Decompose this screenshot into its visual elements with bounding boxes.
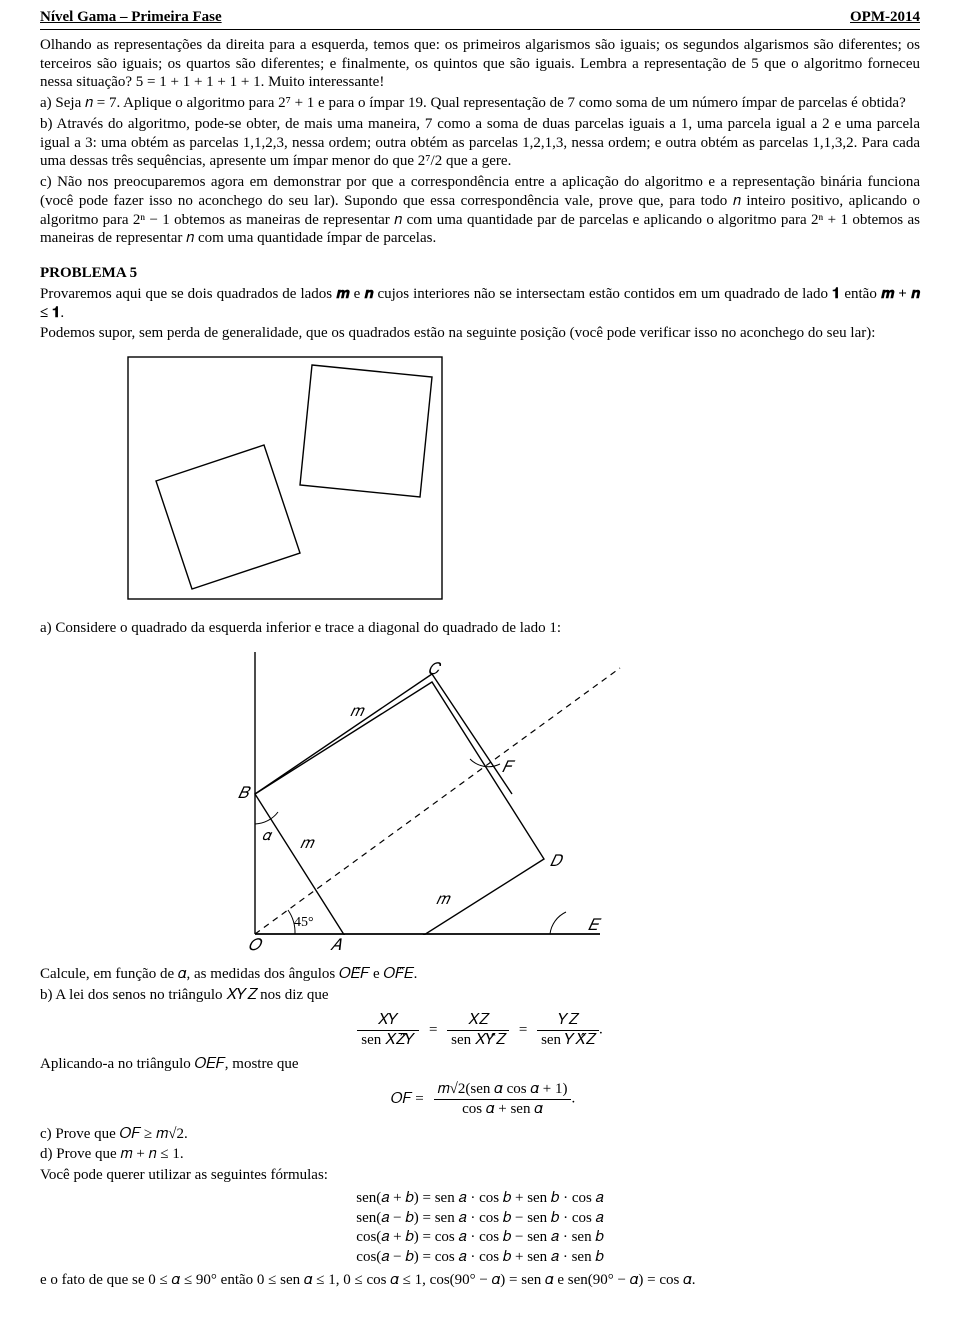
of-frac: 𝑚√2(sen 𝛼 cos 𝛼 + 1) cos 𝛼 + sen 𝛼	[434, 1080, 572, 1119]
of-dot: .	[571, 1091, 575, 1107]
los-n2: 𝑋𝑍	[447, 1011, 509, 1031]
intro-c: c) Não nos preocuparemos agora em demons…	[40, 173, 920, 248]
p5-intro1a: Provaremos aqui que se dois quadrados de…	[40, 286, 336, 302]
los-n3: 𝑌𝑍	[537, 1011, 599, 1031]
page-header: Nível Gama – Primeira Fase OPM-2014	[40, 8, 920, 30]
los-frac2: 𝑋𝑍 sen 𝑋𝑌̂𝑍	[447, 1011, 509, 1050]
los-frac3: 𝑌𝑍 sen 𝑌𝑋̂𝑍	[537, 1011, 599, 1050]
los-dot: .	[599, 1021, 603, 1037]
clip-mask	[200, 935, 630, 954]
label-B: 𝐵	[238, 785, 251, 802]
figure-2: 𝑂 𝐴 𝐵 𝐶 𝐷 𝐸 𝐹 𝑚 𝑚 𝑚 𝛼 45°	[200, 644, 920, 960]
inner-square-right	[300, 365, 432, 497]
prob5-hint: Você pode querer utilizar as seguintes f…	[40, 1166, 920, 1185]
prob5-apply: Aplicando-a no triângulo 𝑂𝐸𝐹, mostre que	[40, 1055, 920, 1074]
prob5-b: b) A lei dos senos no triângulo 𝑋𝑌𝑍 nos …	[40, 986, 920, 1005]
law-of-sines: 𝑋𝑌 sen 𝑋𝑍̂𝑌 = 𝑋𝑍 sen 𝑋𝑌̂𝑍 = 𝑌𝑍 sen 𝑌𝑋̂𝑍 …	[40, 1011, 920, 1050]
problem5-title: PROBLEMA 5	[40, 264, 920, 283]
los-eq2: =	[513, 1021, 533, 1040]
p5-m: 𝒎	[336, 286, 349, 302]
p5-intro1d: então	[840, 286, 881, 302]
side-BC	[255, 674, 432, 794]
los-d2: sen 𝑋𝑌̂𝑍	[447, 1031, 509, 1050]
header-left: Nível Gama – Primeira Fase	[40, 8, 222, 27]
label-45: 45°	[294, 915, 314, 930]
prob5-intro2: Podemos supor, sem perda de generalidade…	[40, 324, 920, 343]
los-n1: 𝑋𝑌	[357, 1011, 419, 1031]
page: Nível Gama – Primeira Fase OPM-2014 Olha…	[20, 0, 940, 1322]
los-frac1: 𝑋𝑌 sen 𝑋𝑍̂𝑌	[357, 1011, 419, 1050]
formula-2: sen(𝑎 − 𝑏) = sen 𝑎 · cos 𝑏 − sen 𝑏 · cos…	[40, 1209, 920, 1228]
of-den: cos 𝛼 + sen 𝛼	[434, 1100, 572, 1119]
label-m2: 𝑚	[300, 835, 315, 852]
prob5-d: d) Prove que 𝑚 + 𝑛 ≤ 1.	[40, 1145, 920, 1164]
square-m	[255, 682, 544, 954]
of-lhs: 𝑂𝐹 =	[385, 1090, 430, 1109]
prob5-c: c) Prove que 𝑂𝐹 ≥ 𝑚√2.	[40, 1125, 920, 1144]
label-A: 𝐴	[330, 937, 342, 954]
formula-1: sen(𝑎 + 𝑏) = sen 𝑎 · cos 𝑏 + sen 𝑏 · cos…	[40, 1189, 920, 1208]
label-F: 𝐹	[502, 759, 516, 776]
figure-2-svg: 𝑂 𝐴 𝐵 𝐶 𝐷 𝐸 𝐹 𝑚 𝑚 𝑚 𝛼 45°	[200, 644, 630, 954]
header-right: OPM-2014	[850, 8, 920, 27]
los-d3: sen 𝑌𝑋̂𝑍	[537, 1031, 599, 1050]
figure-1-svg	[120, 349, 450, 607]
p5-intro1b: e	[350, 286, 365, 302]
p5-intro1c: cujos interiores não se intersectam estã…	[373, 286, 832, 302]
formula-3: cos(𝑎 + 𝑏) = cos 𝑎 · cos 𝑏 − sen 𝑎 · sen…	[40, 1228, 920, 1247]
arc-E	[550, 912, 566, 934]
prob5-a: a) Considere o quadrado da esquerda infe…	[40, 619, 920, 638]
intro-b: b) Através do algoritmo, pode-se obter, …	[40, 115, 920, 171]
alpha-arc	[255, 812, 278, 824]
inner-square-left	[156, 445, 300, 589]
intro-p1: Olhando as representações da direita par…	[40, 36, 920, 92]
figure-1	[120, 349, 920, 613]
label-m3: 𝑚	[436, 891, 451, 908]
label-E: 𝐸	[588, 917, 602, 934]
of-num: 𝑚√2(sen 𝛼 cos 𝛼 + 1)	[434, 1080, 572, 1100]
of-equation: 𝑂𝐹 = 𝑚√2(sen 𝛼 cos 𝛼 + 1) cos 𝛼 + sen 𝛼 …	[40, 1080, 920, 1119]
intro-a: a) Seja 𝑛 = 7. Aplique o algoritmo para …	[40, 94, 920, 113]
prob5-calc1: Calcule, em função de 𝛼, as medidas dos …	[40, 965, 920, 984]
label-m1: 𝑚	[350, 703, 365, 720]
los-d1: sen 𝑋𝑍̂𝑌	[357, 1031, 419, 1050]
los-eq1: =	[423, 1021, 443, 1040]
label-D: 𝐷	[550, 853, 564, 870]
final-line: e o fato de que se 0 ≤ 𝛼 ≤ 90° então 0 ≤…	[40, 1271, 920, 1290]
formulas: sen(𝑎 + 𝑏) = sen 𝑎 · cos 𝑏 + sen 𝑏 · cos…	[40, 1189, 920, 1267]
prob5-intro1: Provaremos aqui que se dois quadrados de…	[40, 285, 920, 323]
label-C: 𝐶	[428, 661, 442, 678]
outer-square	[128, 357, 442, 599]
formula-4: cos(𝑎 − 𝑏) = cos 𝑎 · cos 𝑏 + sen 𝑎 · sen…	[40, 1248, 920, 1267]
label-alpha: 𝛼	[262, 828, 273, 844]
